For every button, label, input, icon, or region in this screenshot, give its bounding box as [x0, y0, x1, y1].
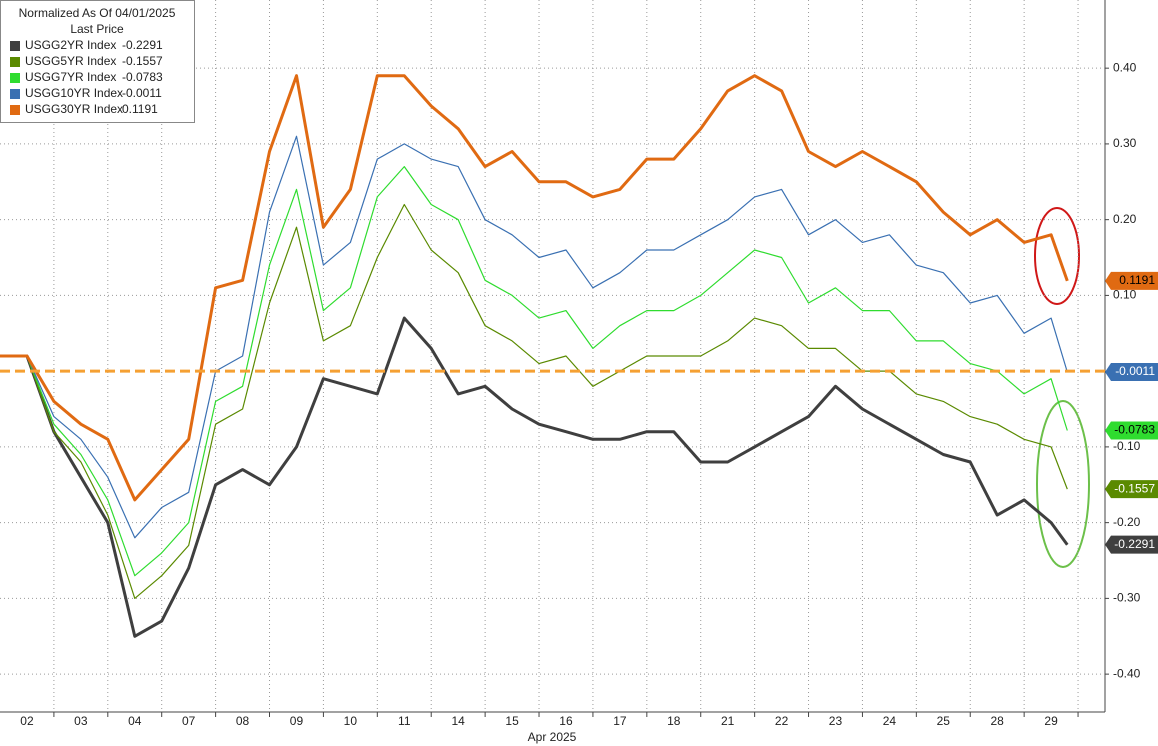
last-value-label: -0.0783: [1114, 423, 1155, 437]
x-tick-label: 15: [505, 714, 519, 728]
last-value-label: -0.2291: [1114, 537, 1155, 551]
last-value-tag: [1105, 535, 1158, 554]
y-tick-label: -0.10: [1113, 439, 1141, 453]
x-tick-label: 11: [398, 714, 411, 728]
legend-swatch: [10, 57, 20, 67]
y-tick-label: 0.40: [1113, 60, 1137, 74]
highlight-ellipse: [1036, 400, 1090, 568]
legend-label: USGG30YR Index: [25, 102, 123, 116]
legend-swatch: [10, 41, 20, 51]
last-value-label: -0.1557: [1114, 481, 1155, 495]
x-tick-label: 17: [613, 714, 627, 728]
x-tick-label: 21: [721, 714, 735, 728]
highlight-ellipse: [1034, 207, 1080, 305]
legend-value: -0.1557: [122, 54, 163, 68]
legend-label: USGG10YR Index: [25, 86, 123, 100]
y-tick-label: -0.40: [1113, 666, 1141, 680]
grid: [0, 0, 1105, 712]
last-value-tag: [1105, 421, 1158, 440]
x-tick-label: 09: [290, 714, 304, 728]
legend-swatch: [10, 89, 20, 99]
x-tick-label: 25: [937, 714, 951, 728]
x-tick-label: 08: [236, 714, 250, 728]
series-line: [0, 316, 1069, 638]
legend-label: USGG5YR Index: [25, 54, 116, 68]
series-line: [0, 166, 1068, 577]
x-tick-label: 16: [559, 714, 573, 728]
y-tick-label: -0.30: [1113, 591, 1141, 605]
last-value-tag: [1105, 480, 1158, 499]
x-tick-label: 03: [74, 714, 88, 728]
x-tick-label: 18: [667, 714, 681, 728]
x-tick-label: 24: [883, 714, 897, 728]
last-value-label: 0.1191: [1119, 273, 1155, 287]
x-tick-label: 29: [1044, 714, 1058, 728]
last-value-tag: [1105, 362, 1158, 381]
legend-box: [0, 0, 195, 123]
legend-value: -0.0011: [122, 86, 162, 100]
legend-label: USGG2YR Index: [25, 38, 116, 52]
x-tick-label: 07: [182, 714, 196, 728]
last-value-label: -0.0011: [1115, 364, 1155, 378]
series-line: [0, 135, 1068, 539]
legend-value: -0.2291: [122, 38, 163, 52]
x-tick-label: 10: [344, 714, 358, 728]
legend-swatch: [10, 73, 20, 83]
y-tick-label: 0.20: [1113, 212, 1137, 226]
legend: Normalized As Of 04/01/2025 Last Price USG…: [0, 0, 195, 123]
legend-value: 0.1191: [122, 102, 158, 116]
x-tick-label: 14: [451, 714, 465, 728]
series-line: [0, 74, 1069, 502]
legend-swatch: [10, 105, 20, 115]
legend-title: Normalized As Of 04/01/2025: [19, 6, 176, 20]
y-tick-label: 0.30: [1113, 136, 1137, 150]
y-tick-label: 0.10: [1113, 288, 1137, 302]
last-value-tag: [1105, 271, 1158, 290]
series-line: [0, 203, 1068, 599]
x-axis-label: Apr 2025: [528, 730, 577, 744]
y-tick-label: -0.20: [1113, 515, 1141, 529]
x-tick-label: 04: [128, 714, 142, 728]
x-tick-label: 22: [775, 714, 789, 728]
x-tick-label: 02: [20, 714, 34, 728]
legend-subtitle: Last Price: [70, 22, 124, 36]
x-tick-label: 28: [991, 714, 1005, 728]
x-tick-label: 23: [829, 714, 843, 728]
legend-value: -0.0783: [122, 70, 163, 84]
legend-label: USGG7YR Index: [25, 70, 116, 84]
